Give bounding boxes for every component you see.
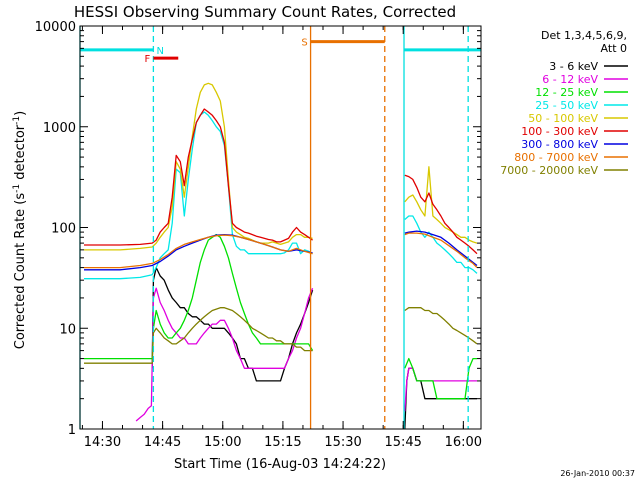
series-line-3-6-kev bbox=[151, 266, 477, 430]
x-tick-label: 14:30 bbox=[84, 435, 121, 450]
series-line-50-100-kev bbox=[84, 82, 478, 251]
flag-label-n: N bbox=[156, 46, 163, 57]
series-line-100-300-kev bbox=[84, 108, 478, 255]
flag-label-f: F bbox=[144, 54, 150, 65]
y-tick-label: 1 bbox=[68, 423, 76, 438]
svg-text:Corrected Count Rate (s-1 dete: Corrected Count Rate (s-1 detector-1) bbox=[12, 111, 28, 349]
legend-header-1: Det 1,3,4,5,6,9, bbox=[541, 29, 627, 42]
legend-label-25-50-kev: 25 - 50 keV bbox=[535, 99, 598, 112]
legend-label-800-7000-kev: 800 - 7000 keV bbox=[514, 151, 598, 164]
legend-label-6-12-kev: 6 - 12 keV bbox=[542, 73, 598, 86]
legend-label-50-100-kev: 50 - 100 keV bbox=[528, 112, 598, 125]
legend-label-12-25-kev: 12 - 25 keV bbox=[535, 86, 598, 99]
series-line-7000-20000-kev bbox=[84, 307, 478, 364]
y-axis: 1 10 100 1000 10000 bbox=[35, 20, 481, 438]
series-line-25-50-kev bbox=[84, 111, 478, 280]
x-tick-label: 15:30 bbox=[324, 435, 361, 450]
legend-label-300-800-kev: 300 - 800 keV bbox=[521, 138, 598, 151]
flag-layer: NF S bbox=[80, 38, 481, 65]
series-line-12-25-kev bbox=[84, 233, 477, 400]
x-axis-label: Start Time (16-Aug-03 14:24:22) bbox=[174, 457, 386, 472]
chart-title: HESSI Observing Summary Count Rates, Cor… bbox=[74, 3, 456, 21]
x-axis: 14:30 14:45 15:00 15:15 15:30 15:45 16:00 bbox=[81, 26, 482, 450]
series-line-800-7000-kev bbox=[84, 232, 478, 269]
x-tick-label: 15:15 bbox=[264, 435, 301, 450]
y-tick-label: 1000 bbox=[43, 121, 76, 136]
legend-label-100-300-kev: 100 - 300 keV bbox=[521, 125, 598, 138]
legend-label-7000-20000-kev: 7000 - 20000 keV bbox=[500, 164, 598, 177]
x-tick-label: 14:45 bbox=[144, 435, 181, 450]
legend-header-2: Att 0 bbox=[601, 42, 627, 55]
y-axis-label: Corrected Count Rate (s-1 detector-1) bbox=[12, 111, 28, 349]
x-tick-label: 15:00 bbox=[204, 435, 241, 450]
series-layer bbox=[84, 82, 478, 430]
x-tick-label: 15:45 bbox=[384, 435, 421, 450]
legend-label-3-6-kev: 3 - 6 keV bbox=[549, 60, 598, 73]
y-tick-label: 10 bbox=[59, 322, 76, 337]
y-tick-label: 100 bbox=[51, 222, 76, 237]
y-tick-label: 10000 bbox=[35, 20, 76, 35]
footer-date: 26-Jan-2010 00:37 bbox=[560, 469, 635, 478]
series-line-6-12-kev bbox=[135, 287, 477, 422]
x-tick-label: 16:00 bbox=[445, 435, 482, 450]
flag-label-s: S bbox=[301, 38, 307, 49]
